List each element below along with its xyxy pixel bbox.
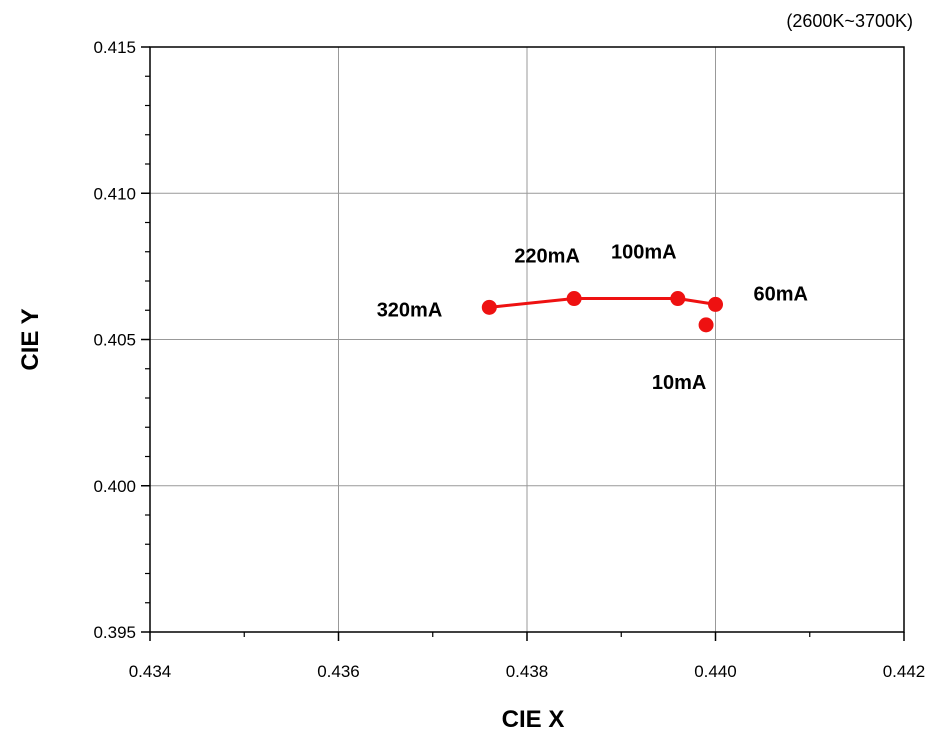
y-tick-label: 0.405 [93, 331, 136, 350]
series-polyline [489, 297, 716, 309]
data-point-60ma [708, 296, 723, 312]
y-axis-title: CIE Y [17, 308, 44, 370]
chart-subtitle: (2600K~3700K) [786, 11, 913, 31]
x-tick-label: 0.434 [129, 662, 172, 681]
series-line [489, 297, 716, 309]
point-label-10ma: 10mA [652, 372, 706, 394]
data-point-220ma [566, 291, 582, 307]
data-point-10ma [698, 317, 714, 333]
y-tick-label: 0.415 [93, 38, 136, 57]
point-label-220ma: 220mA [514, 246, 580, 268]
x-tick-label: 0.440 [694, 662, 737, 681]
x-tick-label: 0.436 [317, 662, 360, 681]
point-label-320ma: 320mA [377, 299, 443, 321]
grid [150, 47, 904, 632]
x-tick-label: 0.442 [883, 662, 926, 681]
y-axis-tick-labels: 0.395 0.400 0.405 0.410 0.415 [93, 38, 136, 642]
data-points [481, 291, 723, 333]
x-axis-tick-labels: 0.434 0.436 0.438 0.440 0.442 [129, 662, 926, 681]
y-tick-label: 0.395 [93, 623, 136, 642]
axis-ticks [141, 46, 905, 641]
point-label-100ma: 100mA [611, 242, 677, 264]
data-point-100ma [670, 291, 686, 307]
data-point-320ma [481, 299, 497, 315]
y-tick-label: 0.400 [93, 477, 136, 496]
x-tick-label: 0.438 [506, 662, 549, 681]
y-tick-label: 0.410 [93, 184, 136, 203]
x-axis-title: CIE X [502, 706, 565, 733]
point-label-60ma: 60mA [754, 283, 808, 305]
point-labels: 320mA 220mA 100mA 60mA 10mA [377, 242, 808, 394]
